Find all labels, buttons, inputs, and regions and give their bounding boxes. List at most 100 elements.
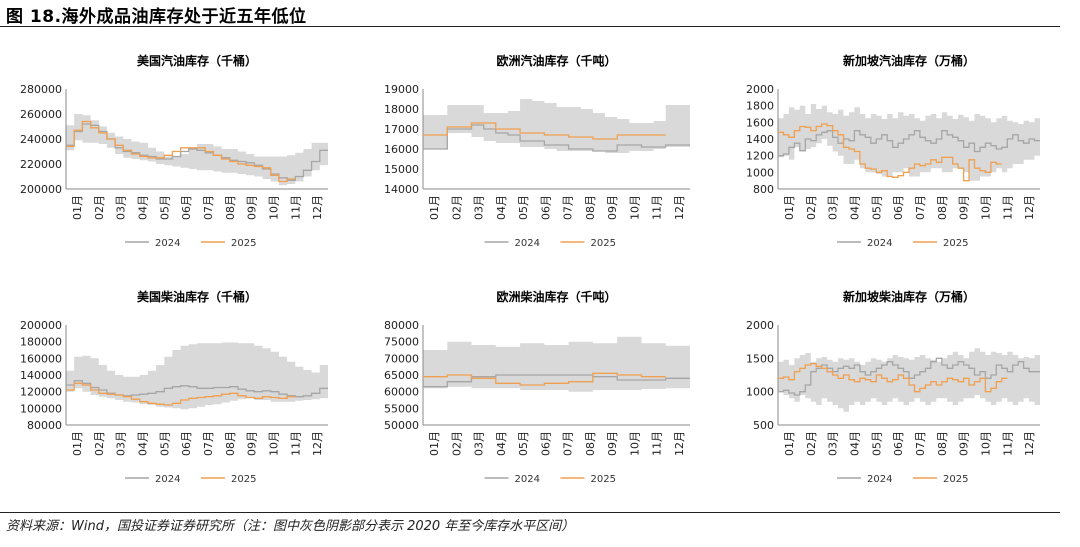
chart-panel-5: 新加坡柴油库存（万桶） 500 1000 1500 2000 01月 02月 03月 04月 05… (746, 289, 1040, 485)
y-tick-label: 80000 (27, 419, 62, 432)
legend-label-2024: 2024 (515, 474, 540, 485)
y-tick-label: 60000 (384, 386, 419, 399)
y-tick-label: 14000 (384, 183, 419, 196)
chart-panel-1: 欧洲汽油库存（千吨） 14000 15000 16000 17000 18000 19000… (384, 53, 690, 249)
x-tick-label: 02月 (805, 431, 818, 456)
legend-label-2025: 2025 (591, 238, 616, 249)
x-tick-label: 11月 (289, 195, 302, 220)
range-band (66, 342, 328, 410)
y-tick-label: 100000 (20, 402, 62, 415)
chart-title: 新加坡汽油库存（万桶） (843, 53, 975, 68)
legend-label-2024: 2024 (515, 238, 540, 249)
x-tick-label: 12月 (673, 431, 686, 456)
x-tick-label: 04月 (136, 195, 149, 220)
y-tick-label: 16000 (384, 143, 419, 156)
x-tick-label: 12月 (1023, 431, 1036, 456)
x-tick-label: 08月 (224, 431, 237, 456)
series-line-2024 (423, 374, 690, 388)
x-tick-label: 11月 (1001, 195, 1014, 220)
legend-label-2025: 2025 (943, 474, 968, 485)
y-tick-label: 65000 (384, 369, 419, 382)
x-tick-label: 12月 (311, 195, 324, 220)
x-tick-label: 07月 (914, 431, 927, 456)
x-tick-label: 02月 (805, 195, 818, 220)
x-tick-label: 12月 (673, 195, 686, 220)
x-tick-label: 12月 (311, 431, 324, 456)
x-tick-label: 06月 (892, 431, 905, 456)
legend-label-2025: 2025 (591, 474, 616, 485)
y-tick-label: 220000 (20, 158, 62, 171)
series-line-2025 (423, 372, 666, 386)
x-tick-label: 10月 (979, 431, 992, 456)
x-tick-label: 08月 (936, 195, 949, 220)
y-tick-label: 280000 (20, 83, 62, 96)
x-tick-label: 10月 (267, 195, 280, 220)
x-tick-label: 07月 (914, 195, 927, 220)
series-line-2025 (66, 382, 296, 406)
series-line-2024 (66, 380, 328, 398)
source-rule (0, 512, 1060, 513)
chart-panel-2: 新加坡汽油库存（万桶） 800 1000 1200 1400 1600 1800 2000 01… (746, 53, 1040, 249)
legend-label-2024: 2024 (155, 474, 180, 485)
x-tick-label: 09月 (606, 195, 619, 220)
x-tick-label: 10月 (267, 431, 280, 456)
chart-grid: 美国汽油库存（千桶） 200000 220000 240000 260000 280000… (20, 53, 1040, 485)
x-tick-label: 02月 (450, 431, 463, 456)
x-tick-label: 01月 (783, 195, 796, 220)
x-tick-label: 07月 (562, 195, 575, 220)
x-tick-label: 09月 (958, 431, 971, 456)
y-tick-label: 1000 (746, 386, 774, 399)
y-tick-label: 18000 (384, 103, 419, 116)
x-tick-label: 10月 (628, 195, 641, 220)
y-tick-label: 1000 (746, 166, 774, 179)
chart-title: 美国汽油库存（千桶） (137, 53, 257, 68)
series-line-2025 (778, 363, 1008, 393)
x-tick-label: 06月 (180, 195, 193, 220)
x-tick-label: 09月 (246, 431, 259, 456)
x-tick-label: 11月 (651, 195, 664, 220)
range-band (423, 99, 690, 153)
y-tick-label: 240000 (20, 133, 62, 146)
y-tick-label: 120000 (20, 386, 62, 399)
legend-label-2024: 2024 (155, 238, 180, 249)
x-tick-label: 05月 (517, 195, 530, 220)
x-tick-label: 10月 (628, 431, 641, 456)
y-tick-label: 2000 (746, 83, 774, 96)
x-tick-label: 05月 (870, 431, 883, 456)
x-tick-label: 07月 (202, 431, 215, 456)
y-tick-label: 500 (753, 419, 774, 432)
x-tick-label: 11月 (289, 431, 302, 456)
y-tick-label: 50000 (384, 419, 419, 432)
x-tick-label: 01月 (428, 431, 441, 456)
chart-title: 欧洲柴油库存（千吨） (496, 289, 616, 304)
x-tick-label: 01月 (71, 195, 84, 220)
y-tick-label: 70000 (384, 352, 419, 365)
series-line-2025 (66, 120, 296, 183)
figure-title: 图 18.海外成品油库存处于近五年低位 (6, 7, 307, 27)
x-tick-label: 05月 (870, 195, 883, 220)
chart-title: 欧洲汽油库存（千吨） (496, 53, 616, 68)
x-tick-label: 02月 (93, 195, 106, 220)
x-tick-label: 06月 (539, 431, 552, 456)
y-tick-label: 1200 (746, 150, 774, 163)
series-line-2025 (423, 122, 666, 140)
x-tick-label: 08月 (584, 431, 597, 456)
x-tick-label: 06月 (892, 195, 905, 220)
chart-panel-3: 美国柴油库存（千桶） 80000 100000 120000 140000 160000 1… (20, 289, 328, 485)
legend-label-2025: 2025 (231, 474, 256, 485)
y-tick-label: 200000 (20, 183, 62, 196)
series-line-2025 (778, 123, 1002, 182)
y-tick-label: 160000 (20, 352, 62, 365)
x-tick-label: 03月 (827, 431, 840, 456)
x-tick-label: 08月 (936, 431, 949, 456)
y-tick-label: 17000 (384, 123, 419, 136)
x-tick-label: 09月 (246, 195, 259, 220)
y-tick-label: 200000 (20, 319, 62, 332)
legend-label-2024: 2024 (867, 474, 892, 485)
y-tick-label: 75000 (384, 336, 419, 349)
x-tick-label: 03月 (115, 431, 128, 456)
x-tick-label: 01月 (71, 431, 84, 456)
x-tick-label: 03月 (473, 431, 486, 456)
y-tick-label: 1500 (746, 352, 774, 365)
source-note: 资料来源：Wind，国投证券证券研究所（注：图中灰色阴影部分表示 2020 年至… (6, 519, 575, 534)
